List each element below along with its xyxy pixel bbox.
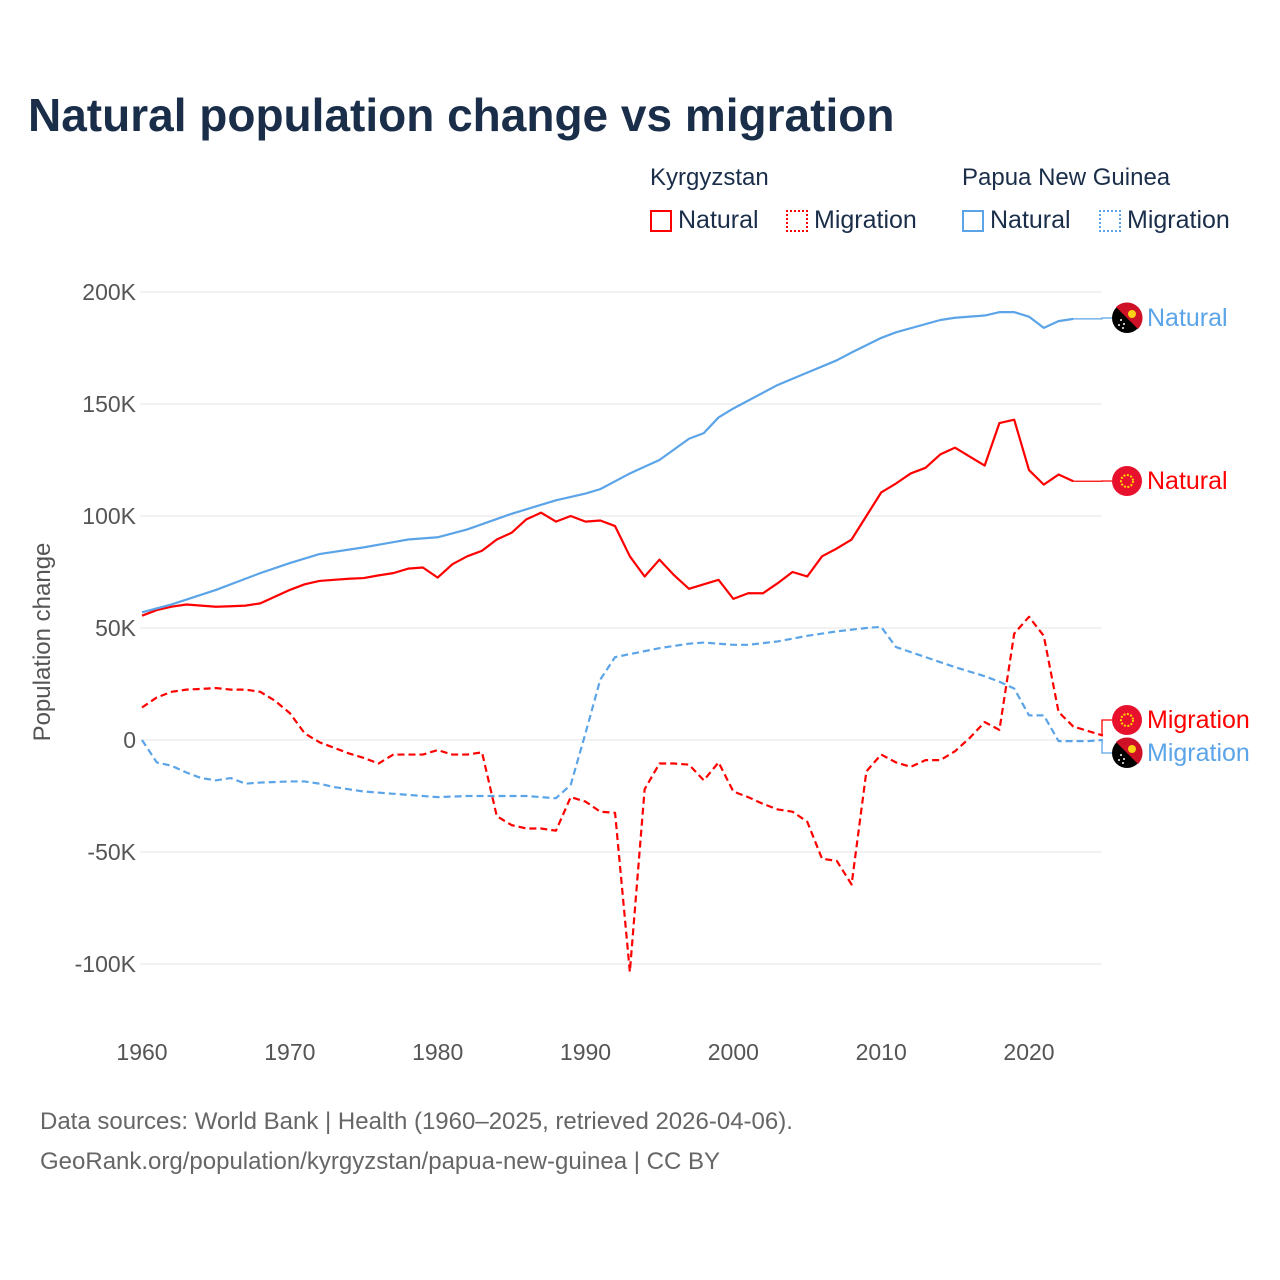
kyrgyzstan-flag-icon	[1112, 466, 1142, 496]
x-tick-label: 1970	[264, 1039, 315, 1065]
y-tick-label: 0	[123, 727, 136, 753]
x-tick-label: 1980	[412, 1039, 463, 1065]
star-icon	[1122, 762, 1124, 764]
label-connector	[1101, 719, 1112, 737]
footer-sources: Data sources: World Bank | Health (1960–…	[40, 1108, 793, 1135]
legend-group-kyrgyzstan: Kyrgyzstan	[650, 164, 769, 191]
series-line-kyrgyzstan-migration	[141, 615, 1104, 973]
solid-swatch-icon	[650, 209, 672, 232]
sun-icon	[1120, 474, 1134, 488]
x-tick-label: 2020	[1003, 1039, 1054, 1065]
chart-title: Natural population change vs migration	[28, 89, 895, 141]
star-icon	[1120, 754, 1122, 756]
star-icon	[1120, 319, 1122, 321]
star-icon	[1122, 327, 1124, 329]
series-line-papua-new-guinea-natural	[141, 311, 1074, 614]
series-end-label: Natural	[1147, 304, 1228, 332]
series-end-label: Migration	[1147, 739, 1250, 767]
legend-label: Migration	[814, 206, 917, 234]
y-tick-label: -50K	[87, 839, 136, 865]
star-icon	[1118, 324, 1120, 326]
bird-of-paradise-icon	[1128, 745, 1136, 753]
x-tick-label: 1990	[560, 1039, 611, 1065]
star-icon	[1118, 759, 1120, 761]
star-icon	[1123, 758, 1125, 760]
y-tick-label: 150K	[82, 391, 136, 417]
series-line-papua-new-guinea-migration	[141, 625, 1103, 800]
series-line-kyrgyzstan-natural	[141, 418, 1074, 617]
legend-item-png-natural[interactable]: Natural	[962, 206, 1071, 235]
legend-label: Migration	[1127, 206, 1230, 234]
legend-group-papua-new-guinea: Papua New Guinea	[962, 164, 1171, 191]
legend-item-kyrgyzstan-migration[interactable]: Migration	[786, 206, 917, 235]
footer-link[interactable]: GeoRank.org/population/kyrgyzstan/papua-…	[40, 1148, 720, 1175]
legend-label: Natural	[678, 206, 759, 234]
label-connector	[1073, 317, 1112, 320]
series-end-label: Natural	[1147, 467, 1228, 495]
dotted-swatch-icon	[786, 209, 808, 232]
dotted-swatch-icon	[1099, 209, 1121, 232]
y-tick-label: 200K	[82, 279, 136, 305]
star-icon	[1123, 323, 1125, 325]
label-connector	[1101, 739, 1112, 754]
sun-icon	[1120, 713, 1134, 727]
legend-item-png-migration[interactable]: Migration	[1099, 206, 1230, 235]
series-end-label: Migration	[1147, 706, 1250, 734]
y-tick-label: -100K	[75, 951, 137, 977]
y-tick-label: 100K	[82, 503, 136, 529]
legend-item-kyrgyzstan-natural[interactable]: Natural	[650, 206, 759, 235]
kyrgyzstan-flag-icon	[1112, 705, 1142, 735]
bird-of-paradise-icon	[1128, 310, 1136, 318]
y-axis-label: Population change	[29, 543, 56, 742]
x-tick-label: 1960	[116, 1039, 167, 1065]
solid-swatch-icon	[962, 209, 984, 232]
legend-label: Natural	[990, 206, 1071, 234]
x-tick-label: 2010	[856, 1039, 907, 1065]
y-tick-label: 50K	[95, 615, 137, 641]
x-tick-label: 2000	[708, 1039, 759, 1065]
